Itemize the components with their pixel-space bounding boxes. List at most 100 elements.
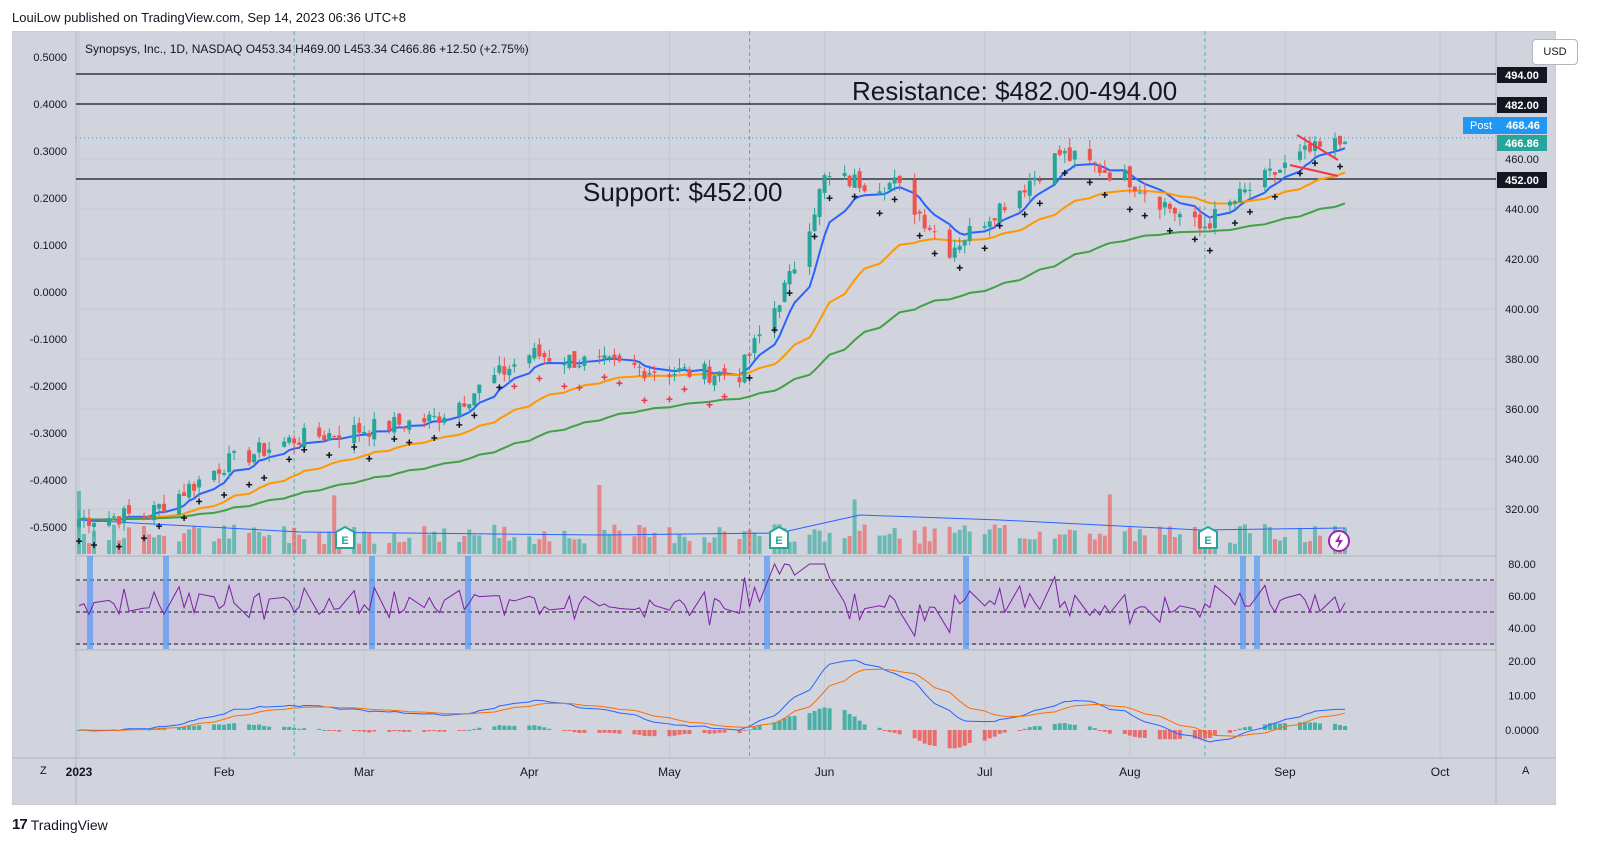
- volume-bar: [127, 527, 132, 554]
- volume-bar: [212, 541, 217, 554]
- signal-markers: [76, 160, 1343, 550]
- macd-histogram-bar: [987, 730, 992, 739]
- macd-histogram-bar: [232, 723, 237, 730]
- volume-bar: [957, 529, 962, 554]
- post-market-tag: Post 468.46: [1463, 117, 1547, 134]
- macd-histogram-bar: [817, 708, 822, 730]
- support-annotation: Support: $452.00: [583, 177, 783, 207]
- macd-histogram-bar: [737, 730, 742, 734]
- volume-bar: [677, 534, 682, 554]
- candle-body: [1272, 172, 1277, 175]
- macd-histogram-bar: [1192, 730, 1197, 739]
- lightning-icon[interactable]: [1328, 530, 1350, 552]
- candle-body: [982, 226, 987, 228]
- volume-bar: [687, 541, 692, 554]
- volume-bar: [262, 536, 267, 554]
- volume-bar: [182, 533, 187, 554]
- volume-bar: [1132, 541, 1137, 554]
- candle-body: [407, 420, 412, 430]
- volume-bar: [532, 543, 537, 554]
- macd-histogram-bar: [1212, 730, 1217, 736]
- candle-body: [367, 432, 372, 437]
- currency-button[interactable]: USD: [1532, 39, 1578, 65]
- earnings-marker[interactable]: E: [769, 525, 789, 549]
- macd-histogram-bar: [327, 730, 332, 731]
- candle-body: [817, 189, 822, 218]
- candle-body: [82, 517, 87, 521]
- time-axis-tick: Oct: [1431, 765, 1450, 779]
- macd-histogram-bar: [332, 730, 337, 731]
- macd-histogram-bar: [212, 724, 217, 730]
- macd-histogram-bar: [502, 725, 507, 730]
- rsi-axis-tick: 60.00: [1508, 591, 1536, 603]
- candle-body: [1172, 207, 1177, 214]
- macd-histogram-bar: [712, 730, 717, 734]
- candle-body: [392, 417, 397, 433]
- candle-body: [927, 227, 932, 230]
- volume-bar: [442, 528, 447, 554]
- candle-body: [612, 354, 617, 359]
- candle-body: [357, 423, 362, 433]
- macd-histogram-bar: [507, 725, 512, 730]
- volume-bar: [432, 531, 437, 554]
- publisher-line: LouiLow published on TradingView.com, Se…: [12, 10, 406, 25]
- left-axis-tick: 0.3000: [33, 146, 67, 158]
- volume-bar: [1272, 539, 1277, 554]
- rsi-indicator: 80.00 60.00 40.00: [76, 556, 1536, 649]
- macd-histogram-bar: [1332, 723, 1337, 730]
- right-axis-tick: 400.00: [1505, 304, 1539, 316]
- macd-histogram-bar: [667, 730, 672, 737]
- macd-histogram-bar: [337, 730, 342, 732]
- macd-histogram-bar: [297, 728, 302, 730]
- candle-body: [1052, 153, 1057, 185]
- footer-brand[interactable]: TradingView: [30, 816, 108, 833]
- candle-body: [1022, 190, 1027, 193]
- volume-bar: [1107, 494, 1112, 554]
- earnings-marker[interactable]: E: [1198, 525, 1218, 549]
- auto-scale-button[interactable]: A: [1522, 765, 1530, 777]
- chart-legend: Synopsys, Inc., 1D, NASDAQ O453.34 H469.…: [85, 42, 529, 56]
- volume-bar: [1052, 538, 1057, 554]
- candle-body: [687, 369, 692, 377]
- macd-histogram-bar: [682, 730, 687, 734]
- volume-bar: [597, 485, 602, 554]
- macd-histogram-bar: [852, 716, 857, 730]
- price-tag-452-label: 452.00: [1505, 175, 1539, 187]
- macd-histogram-bar: [422, 730, 427, 732]
- macd-histogram-bar: [1002, 730, 1007, 733]
- volume-bar: [967, 531, 972, 554]
- rsi-signal-bar: [369, 556, 375, 649]
- earnings-marker[interactable]: E: [335, 525, 355, 549]
- candle-body: [1202, 226, 1207, 229]
- macd-histogram-bar: [1102, 730, 1107, 732]
- volume-bar: [1307, 541, 1312, 554]
- macd-histogram-bar: [792, 715, 797, 730]
- macd-histogram-bar: [1032, 726, 1037, 730]
- timezone-button[interactable]: Z: [40, 765, 47, 777]
- volume-bar: [1062, 534, 1067, 554]
- macd-histogram-bar: [542, 727, 547, 730]
- volume-bar: [542, 531, 547, 554]
- macd-histogram-bar: [1072, 724, 1077, 730]
- macd-histogram-bar: [857, 720, 862, 730]
- candle-body: [967, 226, 972, 241]
- axes: 460.00 440.00 420.00 400.00 380.00 360.00 340.…: [30, 52, 1539, 779]
- volume-bar: [1277, 540, 1282, 554]
- candle-body: [1332, 138, 1337, 151]
- macd-histogram-bar: [1337, 725, 1342, 730]
- candle-body: [497, 365, 502, 373]
- macd-line: [78, 659, 1346, 743]
- macd-histogram-bar: [927, 730, 932, 746]
- candle-body: [682, 367, 687, 369]
- volume-bar: [147, 534, 152, 554]
- volume-bar: [217, 538, 222, 554]
- volume-bar: [492, 524, 497, 554]
- candle-body: [502, 366, 507, 375]
- candle-body: [952, 247, 957, 258]
- candle-body: [1122, 169, 1127, 180]
- candle-body: [402, 427, 407, 429]
- volume-bar: [162, 535, 167, 554]
- left-axis-tick: 0.0000: [33, 287, 67, 299]
- candle-body: [1197, 214, 1202, 229]
